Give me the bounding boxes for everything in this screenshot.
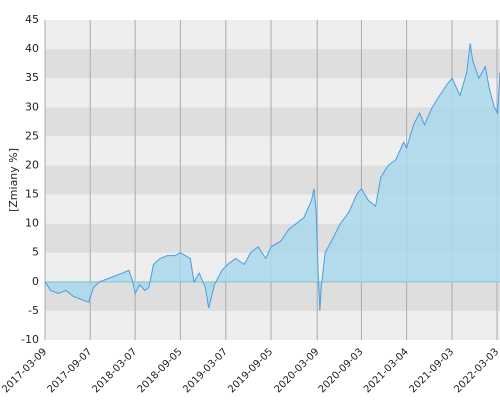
y-tick-label: 20 xyxy=(25,158,39,171)
y-tick-label: 45 xyxy=(25,13,39,26)
x-tick-label: 2017-09-07 xyxy=(46,346,95,395)
x-tick-label: 2021-09-03 xyxy=(407,346,456,395)
y-tick-label: 15 xyxy=(25,188,39,201)
x-tick-label: 2019-09-05 xyxy=(226,346,275,395)
x-tick-label: 2021-03-04 xyxy=(362,346,411,395)
x-tick-label: 2018-03-07 xyxy=(91,346,140,395)
x-tick-label: 2019-03-07 xyxy=(181,346,230,395)
y-tick-label: 10 xyxy=(25,217,39,230)
y-tick-label: 0 xyxy=(32,275,39,288)
y-tick-label: 30 xyxy=(25,100,39,113)
x-tick-label: 2018-09-05 xyxy=(136,346,185,395)
y-tick-label: -10 xyxy=(21,333,39,346)
y-tick-label: -5 xyxy=(28,304,39,317)
y-tick-label: 35 xyxy=(25,71,39,84)
area xyxy=(45,43,500,311)
y-tick-label: 25 xyxy=(25,129,39,142)
y-axis-label: [Zmiany %] xyxy=(7,148,20,212)
band xyxy=(45,78,500,108)
x-tick-label: 2020-03-09 xyxy=(273,346,322,395)
y-tick-label: 5 xyxy=(32,246,39,259)
x-tick-label: 2020-09-03 xyxy=(317,346,366,395)
y-tick-label: 40 xyxy=(25,42,39,55)
band xyxy=(45,49,500,79)
x-tick-label: 2022-03-03 xyxy=(452,346,500,395)
band xyxy=(45,281,500,311)
band xyxy=(45,310,500,340)
band xyxy=(45,20,500,50)
x-tick-label: 2017-03-09 xyxy=(0,346,49,395)
line xyxy=(44,43,500,311)
